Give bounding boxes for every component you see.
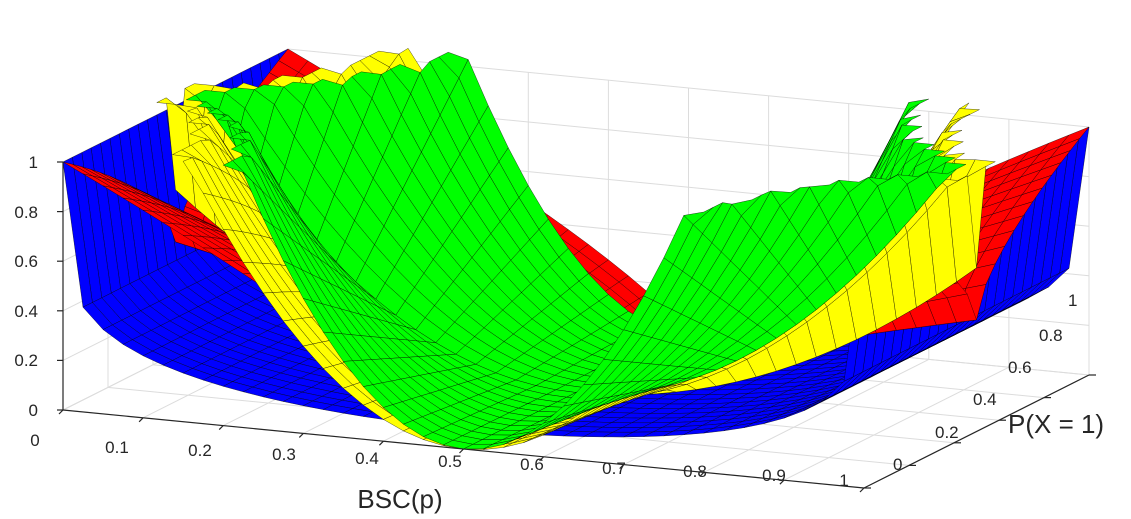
y-tick-label: 0.4 xyxy=(973,390,997,409)
x-tick-mark xyxy=(138,417,144,423)
surface-patch xyxy=(809,180,840,205)
z-tick-label: 0.6 xyxy=(14,252,38,271)
x-tick-label: 1 xyxy=(839,471,848,490)
z-tick-labels: 0 0.2 0.4 0.6 0.8 1 xyxy=(14,153,38,420)
x-tick-mark xyxy=(459,448,464,454)
surface-patch xyxy=(731,194,762,217)
surface-patch xyxy=(683,207,714,225)
x-tick-mark xyxy=(859,487,865,493)
x-tick-labels: 0 0.1 0.2 0.3 0.4 0.5 0.6 0.7 0.8 0.9 1 xyxy=(30,431,848,490)
surface-patch xyxy=(838,177,869,194)
y-tick-label: 0.8 xyxy=(1039,326,1063,345)
z-tick-label: 1 xyxy=(29,153,38,172)
x-tick-mark xyxy=(58,409,64,415)
x-tick-mark xyxy=(539,456,545,462)
x-tick-label: 0.2 xyxy=(188,441,212,460)
surface-patch xyxy=(937,175,968,188)
x-tick-label: 0.9 xyxy=(762,466,786,485)
x-tick-label: 0.3 xyxy=(272,445,296,464)
surface-patch xyxy=(926,168,957,189)
surfaces xyxy=(62,48,1090,450)
x-tick-mark xyxy=(378,440,384,446)
x-tick-label: 0.7 xyxy=(602,459,626,478)
y-axis-line xyxy=(863,374,1090,489)
z-tick-label: 0.2 xyxy=(14,351,38,370)
y-tick-labels: 0 0.2 0.4 0.6 0.8 1 xyxy=(893,291,1077,474)
z-tick-label: 0.4 xyxy=(14,302,38,321)
y-tick-label: 0.6 xyxy=(1008,358,1032,377)
y-axis-label: P(X = 1) xyxy=(1008,409,1104,439)
x-tick-mark xyxy=(779,479,785,485)
y-tick-label: 0.2 xyxy=(935,423,959,442)
surface-4 xyxy=(185,52,967,450)
x-tick-mark xyxy=(298,432,304,438)
x-axis-label: BSC(p) xyxy=(357,484,442,514)
x-tick-mark xyxy=(218,425,224,431)
x-tick-mark xyxy=(619,464,625,470)
x-tick-mark xyxy=(699,471,705,477)
y-tick-label: 1 xyxy=(1068,291,1077,310)
axes-frame xyxy=(57,161,1096,493)
y-tick-label: 0 xyxy=(893,455,902,474)
surface-patch xyxy=(897,171,928,185)
surface-patch xyxy=(949,108,981,123)
z-tick-label: 0.8 xyxy=(14,203,38,222)
x-tick-label: 0.5 xyxy=(438,452,462,471)
x-tick-label: 0 xyxy=(30,431,39,450)
x-tick-label: 0.6 xyxy=(520,455,544,474)
surface-patch xyxy=(867,174,898,187)
x-tick-label: 0.1 xyxy=(105,438,129,457)
surface-patch xyxy=(770,187,801,206)
x-tick-label: 0.4 xyxy=(355,449,379,468)
z-tick-label: 0 xyxy=(29,401,38,420)
x-tick-label: 0.8 xyxy=(683,462,707,481)
